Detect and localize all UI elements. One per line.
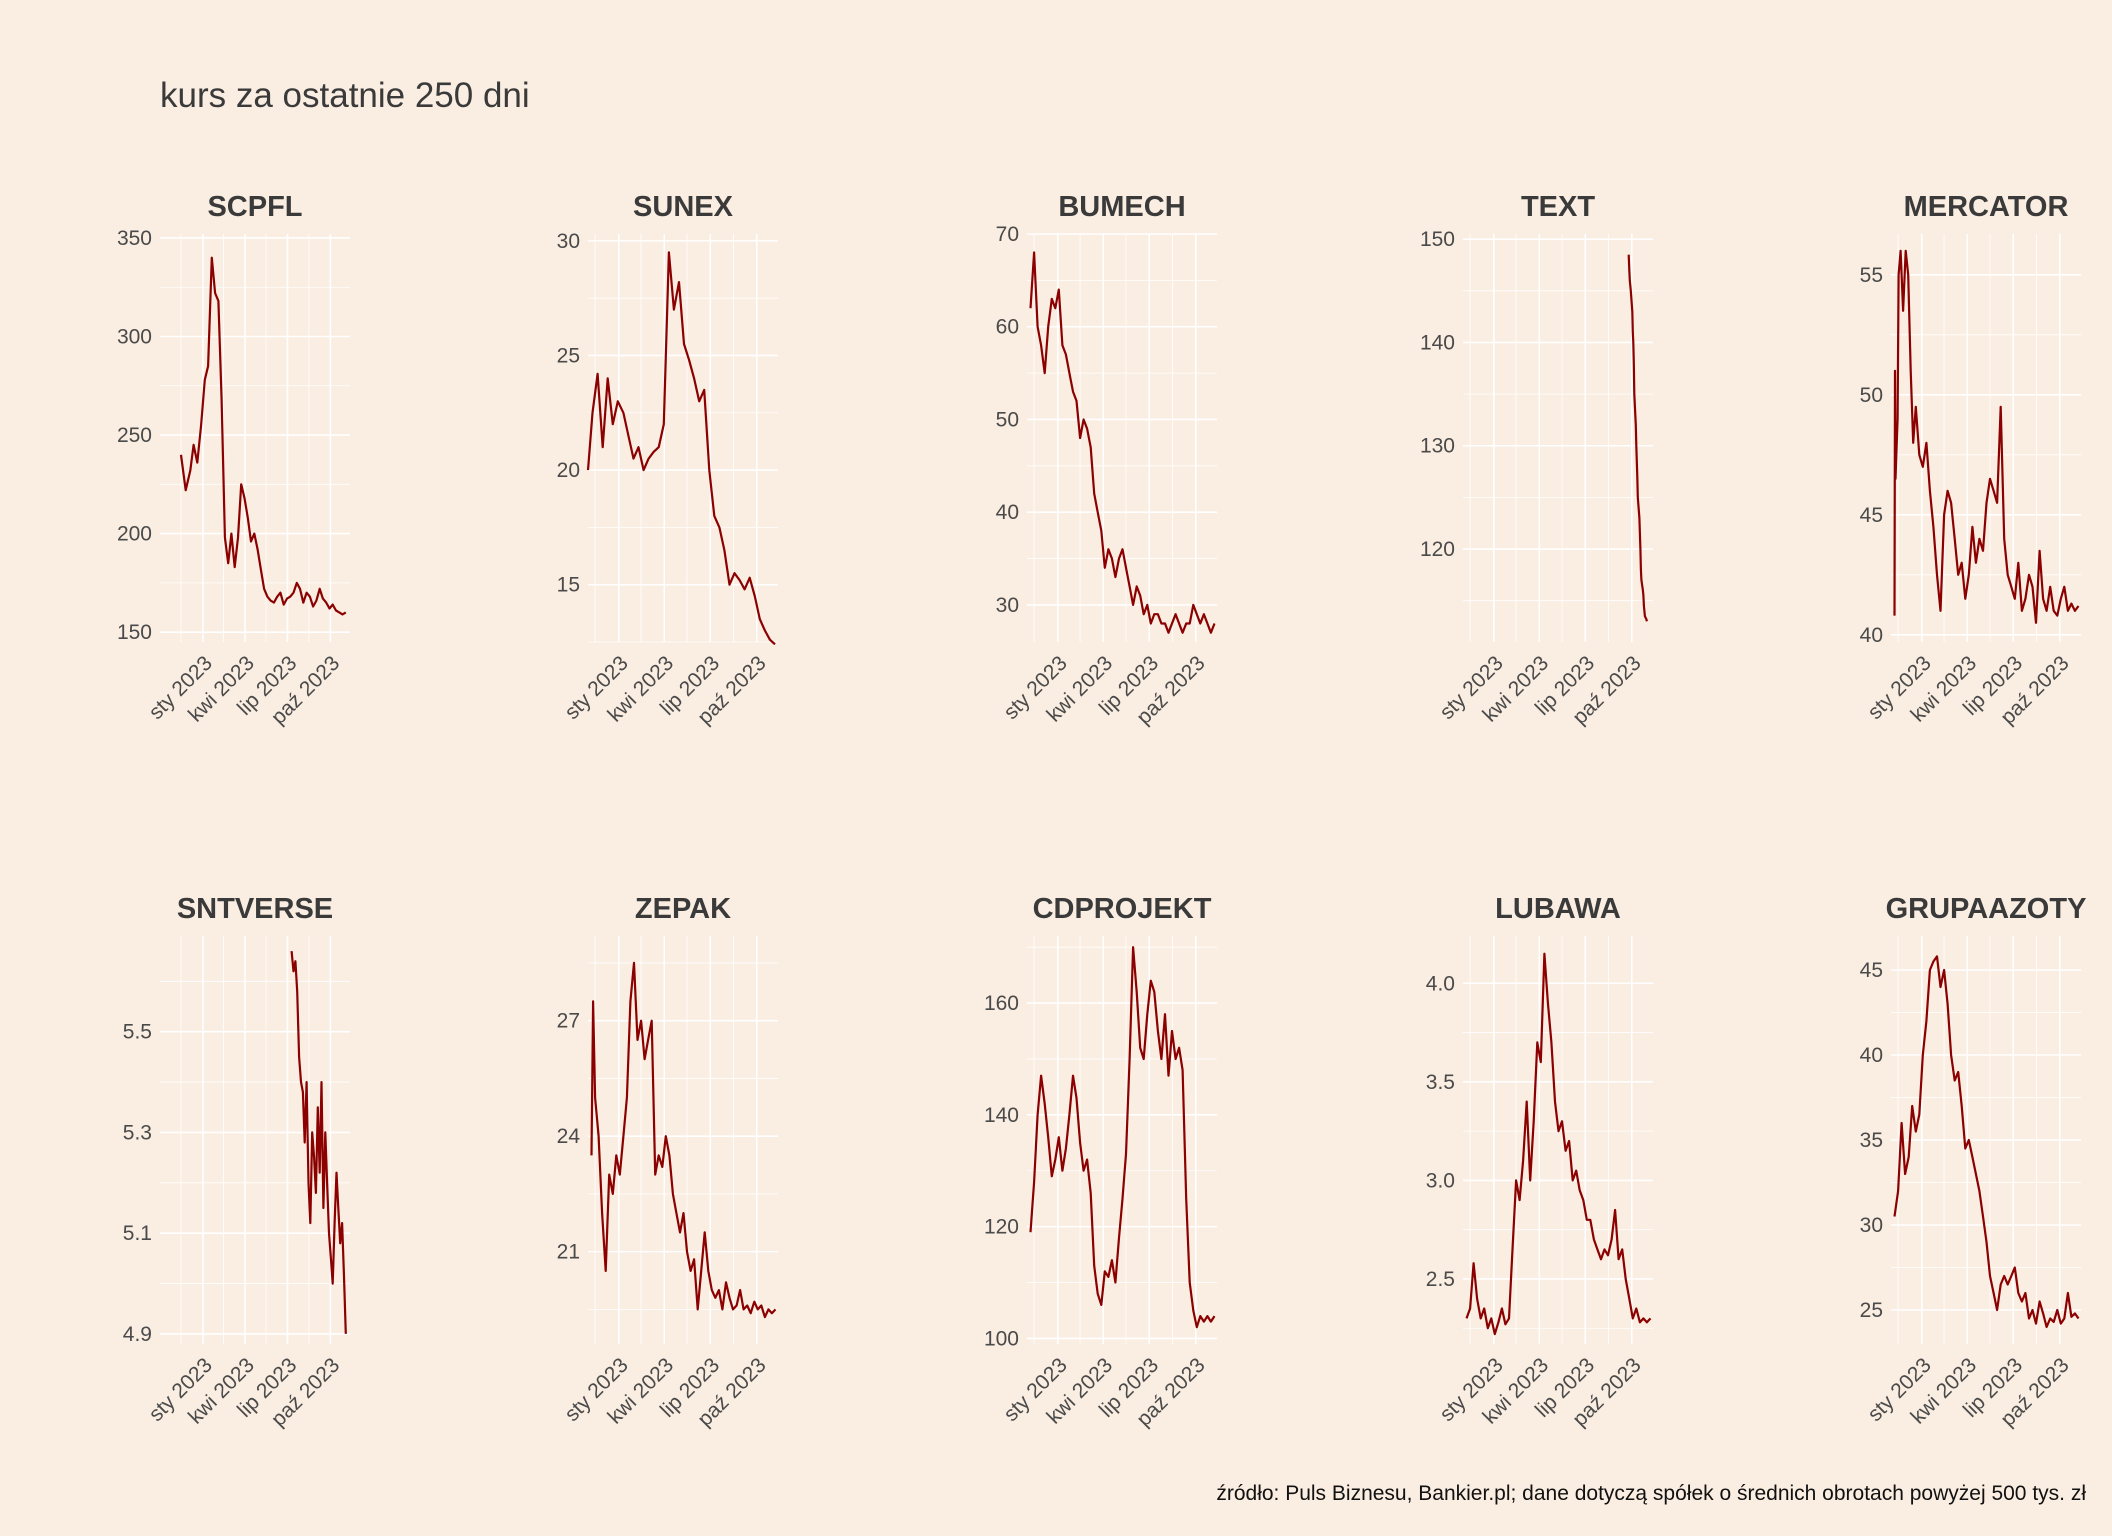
y-tick-label: 5.3 (123, 1121, 152, 1144)
y-tick-label: 100 (984, 1327, 1019, 1350)
minor-gridlines (1891, 234, 2081, 642)
y-tick-label: 140 (1420, 331, 1455, 354)
minor-gridlines (1463, 234, 1653, 642)
panel-title: SCPFL (207, 191, 302, 223)
y-tick-label: 3.5 (1426, 1071, 1455, 1094)
major-gridlines (1027, 233, 1217, 642)
major-gridlines (160, 234, 350, 642)
y-tick-label: 24 (557, 1125, 581, 1148)
y-tick-label: 250 (117, 424, 152, 447)
y-tick-label: 30 (1860, 1214, 1883, 1237)
panel-title: LUBAWA (1495, 893, 1621, 925)
y-tick-label: 25 (1860, 1299, 1883, 1322)
major-gridlines (1463, 936, 1653, 1344)
y-tick-label: 40 (996, 501, 1019, 524)
y-tick-label: 120 (984, 1216, 1019, 1239)
y-tick-label: 200 (117, 523, 152, 546)
y-tick-label: 120 (1420, 538, 1455, 561)
panel-title: TEXT (1521, 191, 1595, 223)
price-line (1029, 251, 1216, 634)
y-tick-label: 40 (1860, 1044, 1883, 1067)
y-tick-label: 45 (1860, 959, 1883, 982)
price-line (1465, 952, 1652, 1336)
y-tick-label: 30 (996, 594, 1019, 617)
price-line (1029, 946, 1216, 1329)
price-line (586, 251, 776, 646)
y-tick-label: 25 (557, 344, 580, 367)
y-tick-label: 5.1 (123, 1222, 152, 1245)
y-tick-label: 5.5 (123, 1021, 152, 1044)
y-tick-label: 70 (996, 223, 1019, 246)
major-gridlines (160, 936, 350, 1344)
y-tick-label: 55 (1860, 264, 1883, 287)
minor-gridlines (160, 936, 350, 1344)
y-tick-label: 40 (1860, 624, 1883, 647)
y-tick-label: 30 (557, 230, 580, 253)
major-gridlines (1463, 234, 1653, 642)
minor-gridlines (1027, 936, 1217, 1344)
y-tick-label: 4.0 (1426, 972, 1455, 995)
price-line (290, 950, 347, 1334)
y-tick-label: 50 (1860, 384, 1883, 407)
figure-title: kurs za ostatnie 250 dni (160, 76, 530, 115)
minor-gridlines (1463, 936, 1653, 1344)
y-tick-label: 150 (1420, 228, 1455, 251)
source-caption: źródło: Puls Biznesu, Bankier.pl; dane d… (1216, 1482, 2086, 1505)
y-tick-label: 50 (996, 408, 1019, 431)
price-line (1893, 249, 2080, 624)
y-tick-label: 35 (1860, 1129, 1883, 1152)
panel-title: BUMECH (1058, 191, 1185, 223)
price-line (179, 256, 347, 616)
price-line (1893, 955, 2080, 1329)
y-tick-label: 20 (557, 459, 580, 482)
minor-gridlines (160, 234, 350, 642)
panel-title: ZEPAK (635, 893, 731, 925)
y-tick-label: 21 (557, 1241, 580, 1264)
major-gridlines (588, 936, 778, 1344)
y-tick-label: 140 (984, 1104, 1019, 1127)
price-line (590, 961, 777, 1319)
y-tick-label: 15 (557, 574, 580, 597)
y-tick-label: 45 (1860, 504, 1883, 527)
y-tick-label: 3.0 (1426, 1169, 1455, 1192)
major-gridlines (588, 234, 778, 642)
minor-gridlines (1027, 234, 1217, 642)
panel-title: SNTVERSE (177, 893, 333, 925)
y-tick-label: 2.5 (1426, 1268, 1455, 1291)
price-line (1627, 254, 1648, 622)
panel-title: SUNEX (633, 191, 734, 223)
y-tick-label: 60 (996, 316, 1019, 339)
major-gridlines (1891, 936, 2081, 1344)
minor-gridlines (588, 936, 778, 1344)
y-tick-label: 350 (117, 227, 152, 250)
y-tick-label: 4.9 (123, 1323, 152, 1346)
y-tick-label: 300 (117, 325, 152, 348)
y-tick-label: 130 (1420, 435, 1455, 458)
y-tick-label: 150 (117, 621, 152, 644)
panel-title: CDPROJEKT (1033, 893, 1212, 925)
panel-title: GRUPAAZOTY (1886, 893, 2087, 925)
y-tick-label: 160 (984, 992, 1019, 1015)
major-gridlines (1891, 234, 2081, 642)
panel-title: MERCATOR (1904, 191, 2069, 223)
y-tick-label: 27 (557, 1010, 580, 1033)
